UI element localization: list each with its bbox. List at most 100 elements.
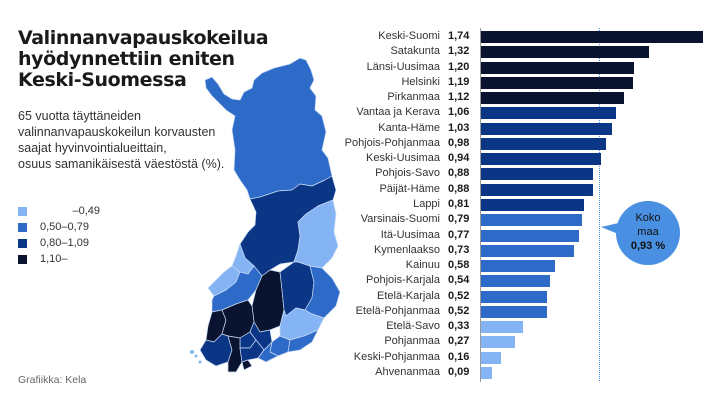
bar-label: Lappi (413, 197, 440, 210)
legend-item: 0,50–0,79 (18, 219, 100, 235)
bar (481, 46, 650, 59)
national-average-line (599, 28, 600, 381)
legend-item: –0,49 (18, 203, 100, 219)
subtitle-line: osuus samanikäisestä väestöstä (%). (18, 157, 225, 171)
bar (481, 290, 548, 303)
legend-label: 0,80–1,09 (40, 237, 89, 249)
bar (481, 321, 524, 334)
bar-value: 1,32 (448, 45, 470, 58)
bar (481, 61, 635, 74)
map-region-etela-karjala (287, 329, 319, 353)
legend-item: 0,80–1,09 (18, 235, 100, 251)
bar-value: 0,88 (448, 167, 470, 180)
bar (481, 153, 601, 166)
legend-swatch-darkest (18, 254, 27, 264)
legend-swatch-medium (18, 222, 27, 232)
graphics-credit: Grafiikka: Kela (18, 374, 87, 386)
bar (481, 305, 548, 318)
finland-map (190, 57, 341, 373)
bar-value: 1,74 (448, 30, 470, 42)
bar-value: 1,06 (448, 106, 470, 119)
bar-label: Pohjois-Karjala (366, 274, 440, 287)
bar (481, 366, 493, 379)
bar-value: 0,58 (448, 259, 470, 272)
subtitle-line: valinnanvapauskokeilun korvausten (18, 125, 216, 139)
bar-value: 0,52 (448, 289, 470, 302)
map-region-helsinki (241, 359, 253, 371)
bar (481, 275, 550, 288)
legend-label: –0,49 (72, 205, 100, 217)
bar-label: Keski-Suomi (378, 30, 440, 42)
legend-swatch-dark (18, 238, 27, 248)
chart-title: Valinnanvapauskokeilua hyödynnettiin eni… (18, 27, 269, 91)
bar-value: 1,12 (448, 91, 470, 104)
bar-label: Etelä-Pohjanmaa (355, 304, 440, 317)
map-region-ita-uusimaa (257, 341, 279, 363)
y-axis-line (480, 28, 481, 382)
bar-label: Helsinki (401, 75, 440, 88)
bar-value: 0,33 (448, 320, 470, 333)
bar-value: 0,77 (448, 228, 470, 241)
bar-value: 0,81 (448, 197, 470, 210)
bar-value: 0,88 (448, 182, 470, 195)
bar (481, 351, 502, 364)
bar-value: 0,27 (448, 335, 470, 348)
bar (481, 168, 594, 181)
bar-label: Kymenlaakso (373, 243, 440, 256)
map-region-lappi (204, 57, 333, 200)
bar (481, 107, 617, 120)
bar-label: Pohjanmaa (384, 335, 440, 348)
bar (481, 244, 575, 257)
bar (481, 76, 633, 89)
national-average-bubble: Koko maa 0,93 % (616, 201, 680, 265)
map-region-lansi-uusimaa (227, 335, 243, 373)
bar (481, 137, 607, 150)
bar-label: Päijät-Häme (379, 182, 440, 195)
subtitle-line: 65 vuotta täyttäneiden (18, 109, 142, 123)
bar (481, 229, 580, 242)
bar (481, 336, 516, 349)
bar (481, 31, 703, 43)
map-region-keski-suomi (251, 269, 285, 333)
bar-label: Kainuu (405, 259, 440, 272)
legend-swatch-light (18, 206, 27, 216)
bar-value: 0,09 (448, 365, 470, 378)
bar (481, 92, 624, 105)
bar (481, 214, 582, 227)
bar-value: 0,94 (448, 152, 470, 165)
bubble-line-2: maa (637, 226, 659, 238)
bar-label: Vantaa ja Kerava (356, 106, 440, 119)
bar-value: 1,03 (448, 121, 470, 134)
bar-label: Pohjois-Savo (375, 167, 440, 180)
bar (481, 122, 613, 135)
bar-label: Länsi-Uusimaa (366, 60, 440, 73)
legend-label: 0,50–0,79 (40, 221, 89, 233)
bar (481, 183, 594, 196)
bar (481, 260, 555, 273)
bar-label: Etelä-Karjala (377, 289, 440, 302)
bar-value: 1,19 (448, 75, 470, 88)
bar-value: 0,16 (448, 350, 470, 363)
map-region-ahvenanmaa (190, 350, 202, 364)
bubble-value: 0,93 % (630, 240, 666, 252)
map-legend: –0,49 0,50–0,79 0,80–1,09 1,10– (18, 203, 100, 267)
bar (481, 198, 585, 211)
bar-label: Keski-Pohjanmaa (353, 350, 440, 363)
legend-item: 1,10– (18, 251, 100, 267)
subtitle-line: saajat hyvinvointialueittain, (18, 141, 167, 155)
bar-label: Pirkanmaa (387, 91, 440, 104)
bar-value: 1,20 (448, 60, 470, 73)
bar-label: Kanta-Häme (378, 121, 440, 134)
bar-value: 0,52 (448, 304, 470, 317)
bar-value: 0,98 (448, 136, 470, 149)
bar-label: Ahvenanmaa (375, 365, 440, 378)
bar-label: Itä-Uusimaa (380, 228, 440, 241)
bar-label: Satakunta (390, 45, 440, 58)
bar-value: 0,73 (448, 243, 470, 256)
bar-label: Pohjois-Pohjanmaa (344, 136, 440, 149)
legend-label: 1,10– (40, 253, 68, 265)
bubble-line-1: Koko (635, 212, 661, 224)
chart-subtitle: 65 vuotta täyttäneiden valinnanvapauskok… (18, 108, 278, 172)
bar-label: Keski-Uusimaa (366, 152, 440, 165)
